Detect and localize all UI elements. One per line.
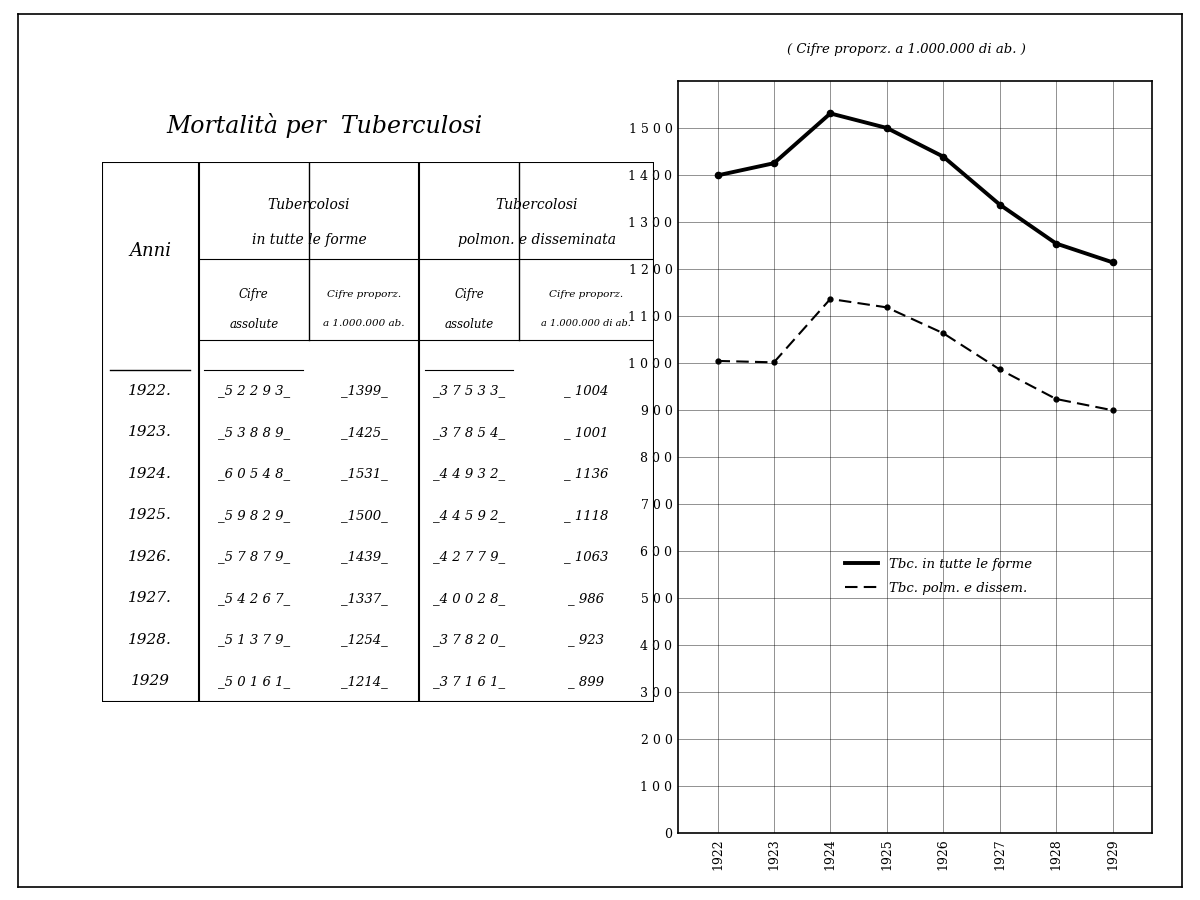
Text: _1425_: _1425_ [341, 426, 388, 438]
Text: Tubercolosi: Tubercolosi [268, 198, 350, 212]
Text: _5 9 8 2 9_: _5 9 8 2 9_ [217, 508, 290, 522]
Text: 1923.: 1923. [128, 425, 173, 439]
Text: _4 0 0 2 8_: _4 0 0 2 8_ [433, 591, 505, 605]
Text: Cifre: Cifre [239, 288, 269, 301]
Text: _3 7 8 5 4_: _3 7 8 5 4_ [433, 426, 505, 438]
Text: 1927.: 1927. [128, 591, 173, 605]
Text: _5 0 1 6 1_: _5 0 1 6 1_ [217, 675, 290, 688]
Text: _1337_: _1337_ [341, 591, 388, 605]
Text: _ 1001: _ 1001 [564, 426, 608, 438]
Text: _1531_: _1531_ [341, 467, 388, 481]
Text: _ 1118: _ 1118 [564, 508, 608, 522]
Text: _1439_: _1439_ [341, 550, 388, 563]
Text: in tutte le forme: in tutte le forme [252, 233, 366, 248]
Text: 1928.: 1928. [128, 633, 173, 647]
Text: _3 7 8 2 0_: _3 7 8 2 0_ [433, 634, 505, 646]
Text: _4 4 9 3 2_: _4 4 9 3 2_ [433, 467, 505, 481]
Text: 1929: 1929 [131, 674, 170, 688]
Text: Cifre: Cifre [455, 288, 484, 301]
Text: _4 4 5 9 2_: _4 4 5 9 2_ [433, 508, 505, 522]
Text: _5 1 3 7 9_: _5 1 3 7 9_ [217, 634, 290, 646]
Text: 1924.: 1924. [128, 467, 173, 481]
Text: Tubercolosi: Tubercolosi [496, 198, 578, 212]
Text: 1926.: 1926. [128, 550, 173, 563]
Text: _ 923: _ 923 [569, 634, 605, 646]
Text: _6 0 5 4 8_: _6 0 5 4 8_ [217, 467, 290, 481]
Text: _3 7 1 6 1_: _3 7 1 6 1_ [433, 675, 505, 688]
Legend: Tbc. in tutte le forme, Tbc. polm. e dissem.: Tbc. in tutte le forme, Tbc. polm. e dis… [840, 553, 1037, 600]
Text: _3 7 5 3 3_: _3 7 5 3 3_ [433, 384, 505, 397]
Text: _ 899: _ 899 [569, 675, 605, 688]
Text: _ 986: _ 986 [569, 591, 605, 605]
Text: assolute: assolute [229, 318, 278, 330]
Text: _1500_: _1500_ [341, 508, 388, 522]
Text: _5 7 8 7 9_: _5 7 8 7 9_ [217, 550, 290, 563]
Text: _1399_: _1399_ [341, 384, 388, 397]
Text: _4 2 7 7 9_: _4 2 7 7 9_ [433, 550, 505, 563]
Text: ( Cifre proporz. a 1.000.000 di ab. ): ( Cifre proporz. a 1.000.000 di ab. ) [786, 43, 1026, 56]
Text: _ 1063: _ 1063 [564, 550, 608, 563]
Text: a 1.000.000 ab.: a 1.000.000 ab. [324, 320, 404, 328]
Text: _1214_: _1214_ [341, 675, 388, 688]
Text: _5 3 8 8 9_: _5 3 8 8 9_ [217, 426, 290, 438]
Text: 1922.: 1922. [128, 383, 173, 398]
Text: Cifre proporz.: Cifre proporz. [328, 290, 401, 299]
Text: polmon. e disseminata: polmon. e disseminata [457, 233, 616, 248]
Text: Mortalità per  Tuberculosi: Mortalità per Tuberculosi [166, 113, 482, 139]
Text: _1254_: _1254_ [341, 634, 388, 646]
Text: _ 1004: _ 1004 [564, 384, 608, 397]
Text: _5 2 2 9 3_: _5 2 2 9 3_ [217, 384, 290, 397]
Text: Cifre proporz.: Cifre proporz. [550, 290, 624, 299]
Text: a 1.000.000 di ab.: a 1.000.000 di ab. [541, 320, 631, 328]
Text: 1925.: 1925. [128, 508, 173, 522]
Text: _ 1136: _ 1136 [564, 467, 608, 481]
Text: _5 4 2 6 7_: _5 4 2 6 7_ [217, 591, 290, 605]
Text: Anni: Anni [130, 242, 172, 260]
Text: assolute: assolute [444, 318, 493, 330]
